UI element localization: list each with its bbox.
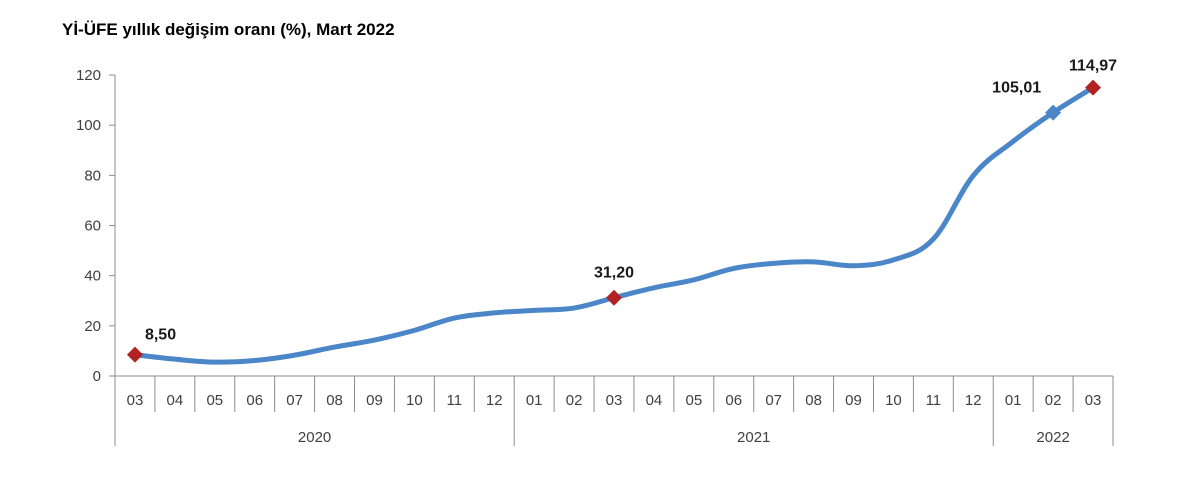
- x-tick-label: 02: [1045, 392, 1062, 409]
- y-tick-label: 0: [93, 368, 101, 385]
- x-tick-label: 01: [1005, 392, 1022, 409]
- x-tick-label: 10: [885, 392, 902, 409]
- chart-title: Yİ-ÜFE yıllık değişim oranı (%), Mart 20…: [62, 20, 395, 39]
- red-diamond-marker: [606, 289, 622, 306]
- x-tick-label: 09: [366, 392, 383, 409]
- y-tick-label: 80: [84, 167, 101, 184]
- x-tick-label: 08: [326, 392, 343, 409]
- x-tick-label: 11: [447, 392, 463, 409]
- x-tick-label: 08: [805, 392, 822, 409]
- year-label: 2020: [298, 429, 331, 446]
- x-tick-label: 06: [725, 392, 742, 409]
- data-label: 8,50: [145, 327, 176, 344]
- x-tick-label: 07: [765, 392, 782, 409]
- x-tick-label: 06: [246, 392, 263, 409]
- x-tick-label: 07: [286, 392, 303, 409]
- red-diamond-marker: [1085, 79, 1102, 96]
- y-tick-label: 120: [76, 67, 101, 84]
- x-tick-label: 10: [406, 392, 423, 409]
- x-axis-ticks: 03 04 05 06 07 08 09 10 11 12 01 02 03 04 05 06 07 08 09 10…: [114, 376, 1114, 446]
- data-label: 114,97: [1069, 58, 1117, 75]
- x-tick-label: 11: [926, 392, 942, 409]
- blue-diamond-marker: [1045, 104, 1062, 121]
- x-tick-label: 02: [566, 392, 583, 409]
- y-tick-label: 60: [84, 218, 101, 235]
- x-tick-label: 05: [206, 392, 223, 409]
- y-tick-label: 20: [84, 318, 101, 335]
- year-label: 2021: [737, 429, 770, 446]
- red-diamond-marker: [126, 346, 143, 363]
- data-label: 105,01: [992, 80, 1041, 97]
- x-tick-label: 12: [486, 392, 503, 409]
- series-line-path: [132, 85, 1096, 365]
- y-tick-label: 100: [76, 117, 101, 134]
- x-tick-label: 12: [965, 392, 982, 409]
- year-label: 2022: [1036, 429, 1069, 446]
- x-tick-label: 03: [606, 392, 623, 409]
- x-tick-label: 09: [845, 392, 862, 409]
- series-line: [132, 85, 1096, 365]
- x-tick-label: 03: [1085, 392, 1102, 409]
- y-tick-label: 40: [84, 268, 101, 285]
- x-tick-label: 01: [526, 392, 543, 409]
- data-markers: [126, 79, 1102, 363]
- x-tick-label: 04: [646, 392, 663, 409]
- chart-axes: [114, 75, 1113, 377]
- data-labels: 8,50 31,20 105,01 114,97: [145, 58, 1117, 344]
- y-axis-ticks: 0 20 40 60 80 100 120: [76, 67, 115, 385]
- x-tick-label: 03: [127, 392, 144, 409]
- year-labels: 2020 2021 2022: [298, 429, 1070, 446]
- x-tick-label: 04: [167, 392, 184, 409]
- data-label: 31,20: [594, 265, 634, 282]
- x-tick-label: 05: [685, 392, 702, 409]
